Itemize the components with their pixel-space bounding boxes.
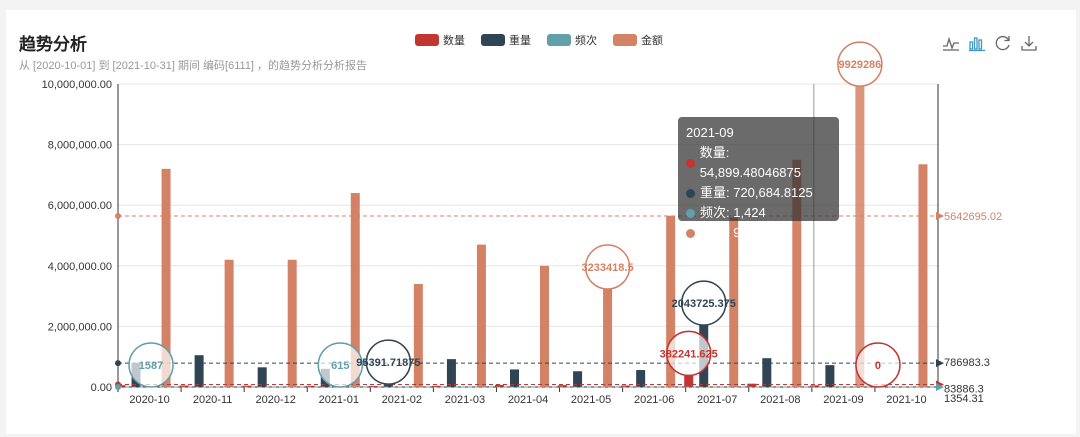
mark-line-arrow xyxy=(936,359,944,368)
bar-重量-2021-03 xyxy=(446,359,456,387)
bar-chart-icon[interactable] xyxy=(968,34,986,52)
mark-line-arrow xyxy=(936,212,944,221)
x-tick-label: 2020-12 xyxy=(256,394,296,406)
mark-line-arrow xyxy=(936,382,944,391)
bar-数量-2021-01 xyxy=(305,385,315,387)
x-tick-label: 2021-02 xyxy=(382,394,422,406)
mark-line-label: 83886.3 xyxy=(944,383,984,395)
bar-数量-2021-03 xyxy=(431,385,441,387)
tooltip-row-weight: 重量: 720,684.8125 xyxy=(686,183,831,203)
bar-数量-2020-12 xyxy=(242,385,252,387)
restore-icon[interactable] xyxy=(994,34,1012,52)
bar-数量-2021-04 xyxy=(495,384,504,387)
x-tick-label: 2021-06 xyxy=(634,394,674,406)
mark-point-label: 2043725.375 xyxy=(672,298,736,310)
y-tick-label: 6,000,000.00 xyxy=(48,200,112,212)
legend-item-frequency[interactable]: 频次 xyxy=(547,32,597,48)
bar-重量-2021-02 xyxy=(383,384,393,387)
mark-point-label: 0 xyxy=(875,360,881,372)
x-tick-label: 2020-10 xyxy=(129,394,169,406)
y-tick-label: 0.00 xyxy=(91,382,112,394)
bar-金额-2021-05 xyxy=(603,289,613,387)
x-tick-label: 2020-11 xyxy=(193,394,233,406)
x-tick-label: 2021-05 xyxy=(571,394,611,406)
bar-金额-2021-02 xyxy=(413,283,423,387)
x-tick-label: 2021-04 xyxy=(508,394,548,406)
download-icon[interactable] xyxy=(1020,34,1038,52)
y-tick-label: 8,000,000.00 xyxy=(48,140,112,152)
tooltip-row-frequency: 频次: 1,424 xyxy=(686,203,831,223)
bar-数量-2021-07 xyxy=(684,375,694,387)
mark-point-bubble xyxy=(680,280,727,326)
bar-重量-2021-09 xyxy=(825,365,835,387)
page-title: 趋势分析 xyxy=(19,35,87,54)
bar-金额-2021-03 xyxy=(476,244,486,387)
bar-金额-2021-01 xyxy=(350,193,360,387)
bar-数量-2021-08 xyxy=(747,383,757,387)
bar-金额-2021-08 xyxy=(792,159,802,387)
bar-数量-2020-11 xyxy=(179,385,189,387)
mark-point-bubble xyxy=(665,330,712,377)
chart-tooltip: 2021-09 数量: 54,899.48046875 重量: 720,684.… xyxy=(678,117,839,240)
bar-金额-2021-09 xyxy=(855,86,865,387)
mark-line-label: 5642695.02 xyxy=(944,211,1002,223)
mark-line-label: 786983.3 xyxy=(944,357,990,369)
tooltip-row-quantity: 数量: 54,899.48046875 xyxy=(686,143,831,183)
bar-金额-2021-10 xyxy=(918,164,928,387)
legend-item-amount[interactable]: 金额 xyxy=(613,32,663,48)
mark-point-label: 95391.71875 xyxy=(356,357,420,369)
mark-point-bubble xyxy=(855,342,901,388)
mark-point-bubble xyxy=(584,244,631,290)
mark-point-label: 382241.625 xyxy=(660,348,718,360)
x-tick-label: 2021-07 xyxy=(697,394,737,406)
mark-point-label: 615 xyxy=(331,360,349,372)
tooltip-title: 2021-09 xyxy=(686,125,734,140)
y-tick-label: 10,000,000.00 xyxy=(42,79,112,91)
mark-point-label: 3233418.5 xyxy=(582,262,634,274)
bar-重量-2020-12 xyxy=(257,367,267,387)
bar-金额-2021-06 xyxy=(666,215,676,387)
bar-金额-2020-10 xyxy=(161,168,171,387)
bar-重量-2020-11 xyxy=(194,355,204,387)
chart-legend: 数量 重量 频次 金额 xyxy=(415,32,663,48)
x-tick-label: 2021-09 xyxy=(823,394,863,406)
chart-toolbox xyxy=(942,34,1038,52)
mark-point-bubble xyxy=(365,339,412,385)
tooltip-row-amount: 金额: 9,929,286 xyxy=(686,223,831,243)
bar-重量-2021-08 xyxy=(762,358,772,387)
bar-数量-2020-10 xyxy=(116,385,126,387)
legend-item-quantity[interactable]: 数量 xyxy=(415,32,465,48)
bar-金额-2021-07 xyxy=(729,217,739,387)
legend-item-weight[interactable]: 重量 xyxy=(481,32,531,48)
bar-金额-2020-11 xyxy=(224,259,234,387)
mark-line-label: 1354.31 xyxy=(944,393,984,405)
bar-数量-2021-06 xyxy=(621,385,631,387)
mark-point-bubble xyxy=(128,342,174,388)
x-tick-label: 2021-08 xyxy=(760,394,800,406)
mark-point-bubble xyxy=(317,342,364,388)
bar-重量-2021-05 xyxy=(573,371,583,387)
y-tick-label: 2,000,000.00 xyxy=(48,321,112,333)
report-subtitle: 从 [2020-10-01] 到 [2021-10-31] 期间 编码[6111… xyxy=(19,60,368,72)
x-tick-label: 2021-10 xyxy=(886,394,926,406)
y-tick-label: 4,000,000.00 xyxy=(48,261,112,273)
bar-金额-2020-12 xyxy=(287,259,297,387)
mark-line-start xyxy=(115,383,121,390)
mark-point-label: 9929286 xyxy=(838,59,881,71)
x-tick-label: 2021-01 xyxy=(319,394,359,406)
mark-line-start xyxy=(115,213,121,220)
bar-金额-2021-04 xyxy=(540,265,549,387)
mark-point-label: 1587 xyxy=(139,360,163,372)
bar-重量-2021-06 xyxy=(636,370,646,387)
mark-point-bubble xyxy=(837,41,883,87)
bar-数量-2021-09 xyxy=(810,385,820,387)
line-chart-icon[interactable] xyxy=(942,34,960,52)
bar-重量-2021-04 xyxy=(510,369,519,387)
mark-line-start xyxy=(115,360,121,367)
bar-数量-2021-05 xyxy=(558,385,568,387)
x-tick-label: 2021-03 xyxy=(445,394,485,406)
